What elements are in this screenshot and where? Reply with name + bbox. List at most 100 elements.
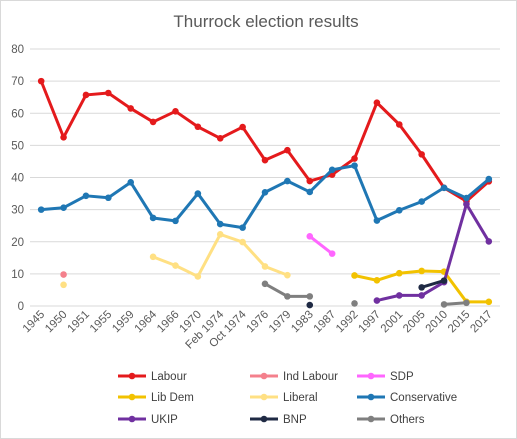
legend-item-others: Others: [357, 414, 425, 426]
data-point: [284, 146, 291, 154]
data-point: [463, 194, 470, 202]
legend-swatch-marker: [260, 393, 268, 401]
data-point: [440, 301, 448, 308]
legend: Labour Ind Labour SDP Lib Dem Liberal Conserv…: [118, 371, 457, 426]
data-point: [351, 162, 358, 169]
legend-swatch-marker: [367, 393, 375, 401]
x-tick-label: 1976: [245, 309, 272, 336]
data-point: [395, 292, 403, 299]
series-liberal: [60, 231, 291, 289]
data-point: [105, 89, 112, 97]
data-point: [373, 99, 381, 106]
y-tick-label: 60: [11, 108, 24, 120]
data-point: [373, 277, 381, 284]
data-point: [60, 204, 67, 211]
x-tick-label: 2001: [379, 309, 406, 336]
series-line: [442, 301, 468, 306]
legend-item-ukip: UKIP: [118, 414, 178, 426]
legend-label: Others: [390, 414, 425, 426]
legend-item-ind-labour: Ind Labour: [250, 371, 338, 383]
data-point: [194, 273, 202, 280]
y-tick-label: 50: [11, 140, 24, 152]
data-point: [37, 206, 45, 213]
data-point: [306, 301, 314, 309]
data-point: [127, 105, 135, 112]
data-point: [261, 156, 269, 164]
legend-swatch-marker: [260, 372, 268, 380]
legend-label: Labour: [151, 371, 187, 383]
x-tick-label: 1997: [356, 309, 383, 336]
data-point: [172, 108, 179, 115]
data-point: [261, 188, 269, 196]
data-point: [440, 277, 448, 284]
data-point: [418, 292, 425, 299]
series-bnp: [306, 277, 448, 309]
data-point: [463, 299, 470, 307]
legend-item-conservative: Conservative: [357, 392, 457, 404]
x-tick-label: 1945: [21, 309, 48, 336]
legend-item-lib-dem: Lib Dem: [118, 392, 194, 404]
data-point: [239, 123, 246, 131]
legend-item-labour: Labour: [118, 371, 187, 383]
data-point: [149, 214, 157, 222]
chart-title: Thurrock election results: [173, 12, 358, 31]
data-point: [172, 262, 179, 269]
data-point: [60, 134, 67, 141]
y-tick-label: 10: [11, 269, 24, 281]
x-tick-label: 1964: [133, 308, 160, 335]
legend-label: Conservative: [390, 392, 457, 404]
legend-swatch-marker: [128, 415, 136, 423]
data-point: [306, 232, 314, 240]
data-point: [127, 179, 135, 186]
x-tick-label: 1955: [88, 309, 115, 336]
y-tick-label: 40: [11, 173, 24, 185]
legend-item-bnp: BNP: [250, 414, 307, 426]
data-point: [306, 177, 314, 185]
data-point: [284, 271, 291, 279]
data-point: [194, 123, 202, 131]
data-point: [194, 190, 202, 197]
series-line: [39, 79, 491, 203]
series-ukip: [373, 200, 493, 304]
data-point: [216, 135, 224, 142]
data-point: [172, 217, 179, 225]
gridlines: [30, 48, 500, 307]
series-conservative: [37, 162, 493, 231]
legend-label: Liberal: [283, 392, 318, 404]
data-point: [395, 269, 403, 277]
data-point: [306, 188, 314, 196]
data-point: [328, 166, 336, 174]
y-tick-label: 20: [11, 237, 24, 249]
data-point: [82, 192, 90, 200]
data-point: [395, 121, 403, 128]
data-point: [463, 200, 470, 208]
data-point: [485, 298, 493, 306]
data-point: [60, 271, 67, 278]
x-tick-label: 1992: [334, 309, 361, 336]
y-tick-label: 70: [11, 76, 24, 88]
series-line: [308, 234, 334, 256]
x-tick-label: 1983: [289, 309, 316, 336]
y-tick-label: 30: [11, 205, 24, 217]
data-point: [261, 263, 269, 270]
data-point: [418, 267, 425, 275]
data-point: [149, 253, 157, 261]
data-point: [485, 175, 493, 183]
y-tick-label: 0: [18, 301, 24, 313]
legend-swatch-marker: [367, 415, 375, 423]
legend-swatch-marker: [367, 372, 375, 380]
x-tick-label: 1951: [65, 309, 92, 336]
series-sdp: [306, 232, 336, 257]
legend-label: BNP: [283, 414, 307, 426]
data-point: [351, 272, 358, 279]
data-point: [239, 238, 246, 246]
series-line: [375, 202, 491, 303]
legend-swatch-marker: [128, 372, 136, 380]
x-tick-label: 1987: [312, 309, 339, 336]
data-point: [239, 224, 246, 231]
x-tick-label: 1966: [155, 309, 182, 336]
data-point: [149, 118, 157, 126]
